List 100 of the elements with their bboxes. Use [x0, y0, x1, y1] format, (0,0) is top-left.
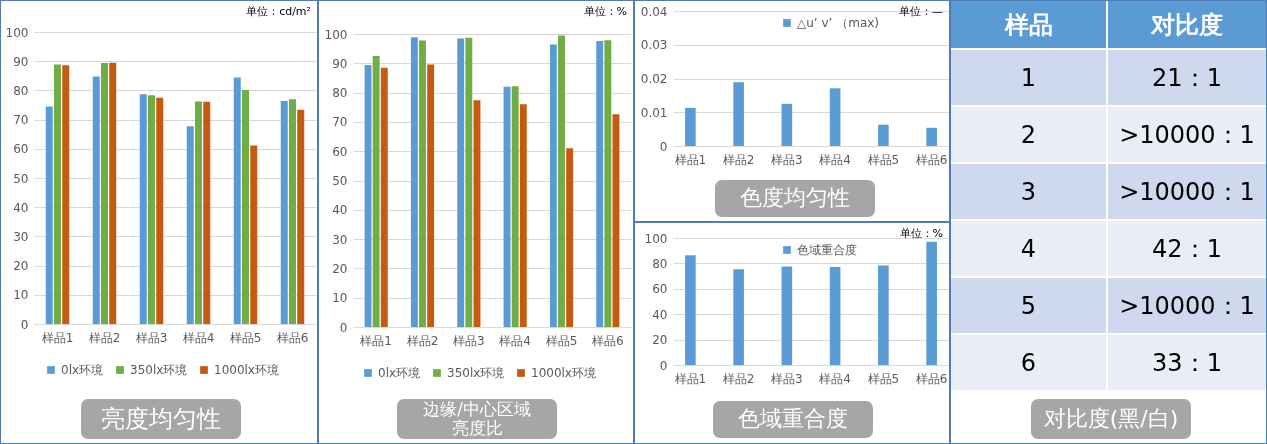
bar — [829, 88, 841, 146]
bar — [604, 40, 612, 327]
y-tick-label: 0.03 — [640, 38, 668, 53]
bar — [519, 104, 527, 327]
y-tick-label: 70 — [13, 113, 29, 128]
bar — [203, 101, 211, 324]
bar — [781, 266, 793, 365]
y-tick-label: 10 — [332, 291, 348, 306]
x-tick-label: 样品4 — [819, 371, 851, 386]
bar — [139, 94, 147, 324]
y-tick-label: 40 — [332, 203, 348, 218]
x-tick-label: 样品3 — [453, 333, 485, 348]
y-tick-label: 50 — [332, 174, 348, 188]
y-tick-label: 10 — [13, 288, 29, 303]
legend-label: 0lx环境 — [61, 363, 104, 377]
bar — [926, 241, 937, 365]
bar — [457, 38, 465, 327]
y-tick-label: 0 — [659, 139, 668, 154]
bar — [280, 100, 288, 324]
text: 单位：% — [583, 4, 627, 19]
y-tick-label: 0.01 — [640, 105, 668, 120]
legend-label: △u’ v’ （max) — [797, 16, 880, 30]
x-tick-label: 样品3 — [771, 152, 803, 167]
y-tick-label: 80 — [13, 83, 29, 98]
text: 色度均匀性 — [715, 180, 875, 217]
x-tick-label: 样品5 — [229, 330, 262, 345]
bar — [186, 126, 194, 324]
y-tick-label: 20 — [332, 261, 348, 276]
bar — [926, 127, 937, 146]
legend-label: 色域重合度 — [797, 243, 857, 257]
text: 亮度均匀性 — [81, 399, 241, 439]
x-tick-label: 样品6 — [276, 330, 309, 345]
y-tick-label: 30 — [332, 232, 348, 247]
text: >10000：1 — [1119, 120, 1255, 149]
text: 单位：cd/m² — [246, 4, 311, 19]
bar — [297, 109, 305, 324]
x-tick-label: 样品3 — [771, 371, 803, 386]
bar — [410, 37, 418, 327]
y-tick-label: 20 — [13, 259, 29, 274]
y-tick-label: 40 — [13, 200, 29, 215]
y-tick-label: 50 — [13, 171, 29, 186]
y-tick-label: 100 — [644, 231, 668, 246]
x-tick-label: 样品5 — [545, 333, 578, 348]
y-axis-title: 样品 — [951, 1, 1108, 50]
bar — [92, 76, 100, 324]
text: 边缘/中心区域亮度比 — [397, 399, 557, 439]
bar — [419, 40, 426, 327]
bar — [596, 41, 604, 327]
x-tick-label: 样品6 — [915, 152, 948, 167]
text: 21：1 — [1152, 63, 1222, 92]
bar — [781, 103, 793, 146]
x-tick-label: 样品2 — [406, 333, 439, 348]
y-tick-label: 3 — [951, 164, 1108, 221]
text: 对比度(黑/白) — [1031, 399, 1191, 439]
y-tick-label: 0 — [339, 320, 348, 335]
y-tick-label: 90 — [13, 54, 29, 69]
y-tick-label: 100 — [324, 27, 348, 42]
x-tick-label: 样品5 — [867, 371, 900, 386]
bar — [156, 97, 164, 324]
legend-label: 350lx环境 — [130, 363, 188, 377]
y-tick-label: 0.02 — [640, 72, 668, 86]
y-tick-label: 60 — [652, 282, 668, 297]
y-tick-label: 70 — [332, 115, 348, 130]
text: 42：1 — [1152, 234, 1222, 263]
legend-label: 1000lx环境 — [531, 366, 596, 380]
bar — [878, 124, 889, 146]
x-tick-label: 样品2 — [722, 152, 755, 167]
y-tick-label: 2 — [951, 107, 1108, 164]
x-tick-label: 对比度 — [1108, 1, 1266, 50]
text: >10000：1 — [1119, 291, 1255, 320]
bar — [233, 77, 241, 324]
legend-label: 0lx环境 — [378, 366, 421, 380]
y-tick-label: 60 — [13, 142, 29, 157]
x-tick-label: 样品2 — [88, 330, 121, 345]
bar — [101, 62, 108, 324]
y-tick-label: 60 — [332, 144, 348, 159]
bar — [685, 107, 696, 146]
y-tick-label: 5 — [951, 278, 1108, 335]
bar — [250, 145, 258, 324]
x-tick-label: 样品6 — [915, 371, 948, 386]
bar — [465, 37, 473, 327]
bar — [829, 266, 841, 365]
bar — [109, 62, 117, 324]
x-tick-label: 样品1 — [41, 330, 74, 345]
x-tick-label: 样品2 — [722, 371, 755, 386]
legend-label: 1000lx环境 — [214, 363, 279, 377]
x-tick-label: 样品1 — [360, 333, 392, 348]
x-tick-label: 样品4 — [819, 152, 851, 167]
annotation: 单位：% — [899, 226, 943, 241]
x-tick-label: 样品4 — [182, 330, 215, 345]
x-tick-label: 样品1 — [674, 152, 707, 167]
y-tick-label: 90 — [332, 56, 348, 71]
bar — [62, 65, 70, 324]
bar — [380, 67, 388, 327]
bar — [878, 265, 889, 365]
text: 33：1 — [1152, 348, 1222, 377]
annotation: 单位：— — [899, 4, 943, 19]
y-tick-label: 0.04 — [640, 4, 668, 19]
bar — [45, 106, 53, 324]
bar — [148, 95, 155, 324]
